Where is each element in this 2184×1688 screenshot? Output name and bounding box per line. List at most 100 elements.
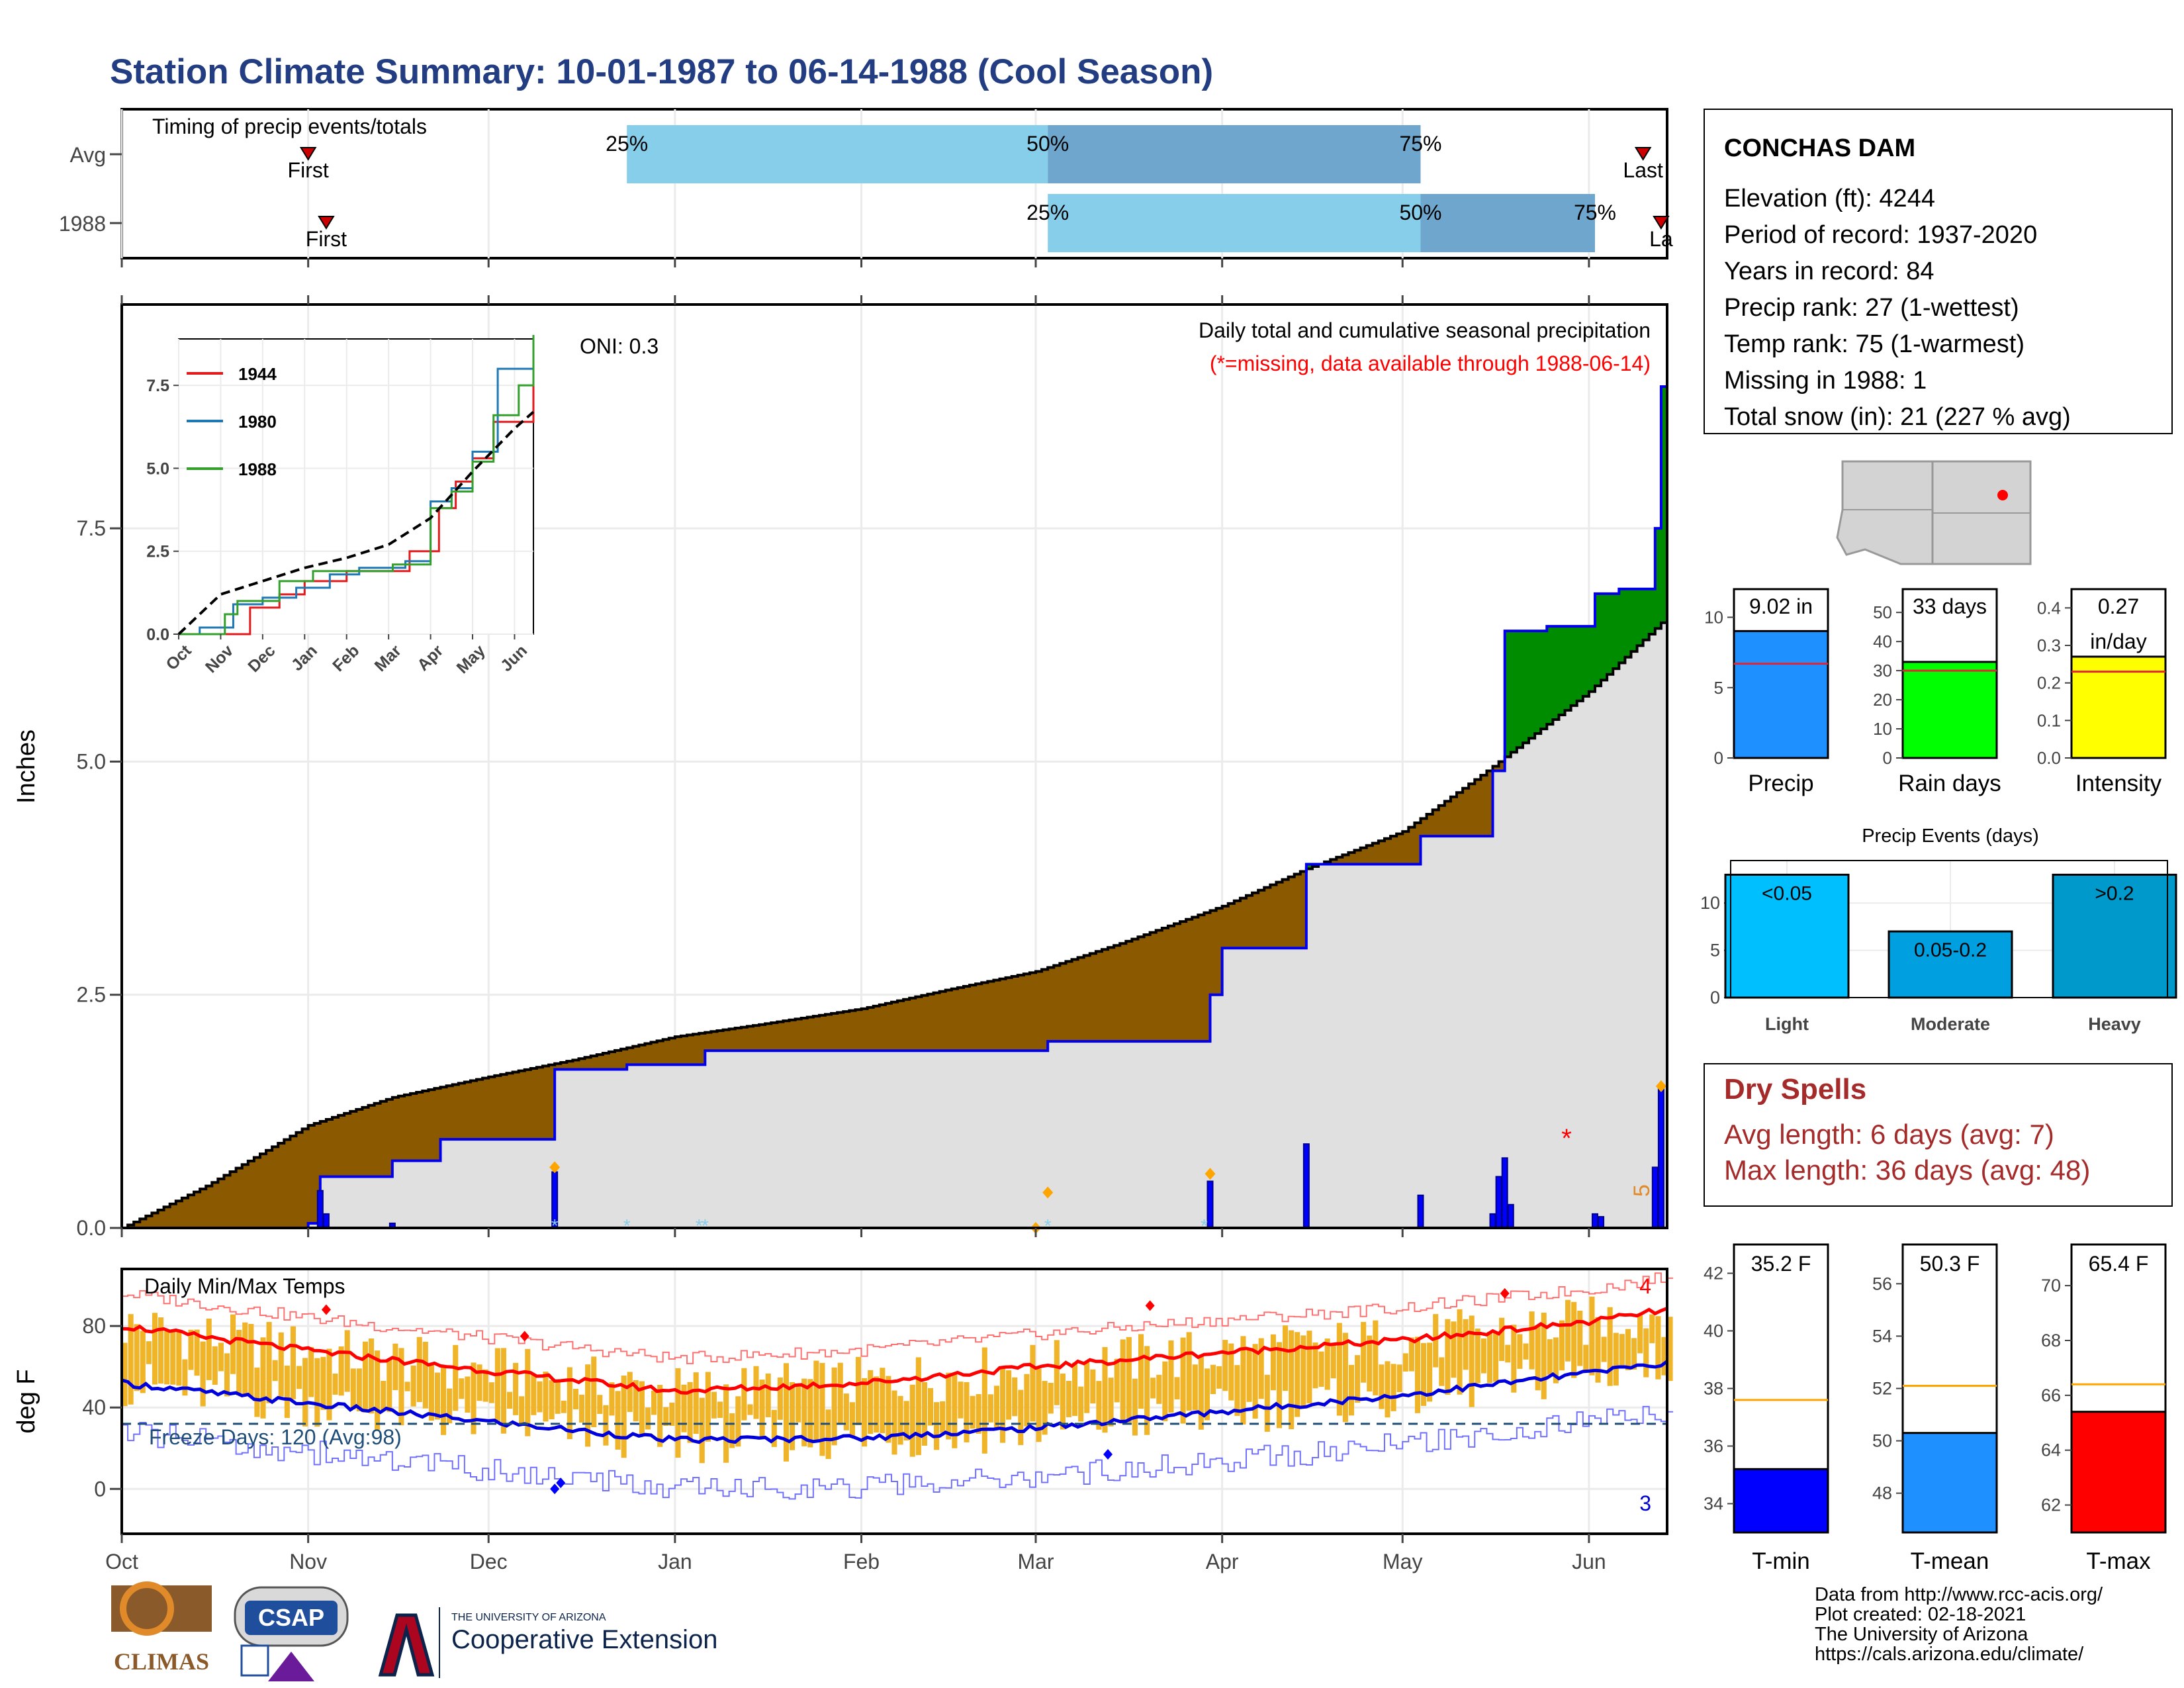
- timing-rows: 25% 50% 75% First Last 25% 50% 75% First La: [288, 125, 1673, 252]
- daily-precip-bar: [1501, 1157, 1508, 1229]
- legend-label-1980: 1980: [238, 412, 277, 432]
- temp-day-bar: [1433, 1314, 1439, 1368]
- month-tick-label: Nov: [289, 1550, 327, 1573]
- temp-y-tick-label: 80: [82, 1314, 106, 1338]
- temp-day-bar: [381, 1380, 387, 1411]
- temp-day-bar: [627, 1372, 633, 1413]
- temp-day-bar: [1222, 1340, 1228, 1391]
- temp-day-bar: [1060, 1374, 1066, 1430]
- credit-university: The University of Arizona: [1815, 1624, 2028, 1645]
- temp-day-bar: [176, 1332, 182, 1386]
- temp-day-bar: [579, 1394, 585, 1423]
- temp-day-bar: [218, 1342, 224, 1372]
- temp-day-bar: [735, 1396, 741, 1447]
- mini-bar-value: 33 days: [1913, 594, 1987, 618]
- temp-day-bar: [1649, 1314, 1655, 1344]
- precip-ylabel: Inches: [13, 729, 40, 804]
- daily-precip-bar: [322, 1213, 330, 1229]
- temp-summary-tick-label: 48: [1872, 1483, 1892, 1503]
- timing-pct-label: 75%: [1399, 132, 1441, 156]
- first-event-label: First: [288, 158, 329, 182]
- legend-label-1944: 1944: [238, 364, 277, 384]
- temp-summary-tick-label: 62: [2041, 1495, 2061, 1515]
- temp-day-bar: [290, 1326, 296, 1399]
- temp-day-bar: [1283, 1325, 1289, 1391]
- temp-day-bar: [1553, 1337, 1559, 1383]
- temp-day-bar: [266, 1322, 272, 1403]
- inset-y-tick-label: 0.0: [146, 626, 169, 644]
- temp-x-axis: Oct Nov Dec Jan Feb Mar Apr May Jun: [105, 1534, 1606, 1573]
- temp-day-bar: [796, 1383, 801, 1423]
- events-bar-light: [1724, 873, 1850, 999]
- events-bar-heavy: [2052, 873, 2177, 999]
- temp-day-bar: [428, 1365, 434, 1421]
- month-tick-label: Mar: [1017, 1550, 1054, 1573]
- temp-day-bar: [1066, 1381, 1072, 1417]
- temp-summary-tick-label: 54: [1872, 1326, 1892, 1346]
- dry-spells-title: Dry Spells: [1724, 1073, 1866, 1105]
- temp-day-bar: [1361, 1322, 1367, 1383]
- temp-day-bar: [314, 1358, 320, 1427]
- mini-bar-tick-label: 10: [1873, 719, 1892, 739]
- temp-day-bar: [1300, 1335, 1306, 1407]
- temp-day-bar: [410, 1365, 416, 1407]
- ua-small-text: THE UNIVERSITY OF ARIZONA: [451, 1612, 606, 1623]
- temp-summary-bar-t-min: [1733, 1468, 1829, 1534]
- temp-summary-tick-label: 56: [1872, 1274, 1892, 1293]
- record-precip-marker: [1205, 1168, 1216, 1180]
- avg-max-line: [121, 1307, 1668, 1395]
- temp-day-bar: [1006, 1370, 1012, 1420]
- temp-day-bar: [387, 1359, 392, 1412]
- temp-day-bar: [1637, 1313, 1643, 1354]
- temp-day-bar: [296, 1366, 302, 1389]
- temp-day-bar: [525, 1348, 531, 1436]
- temp-day-bar: [934, 1402, 940, 1450]
- temp-day-bar: [134, 1324, 140, 1391]
- temp-record-markers: [321, 1288, 1510, 1495]
- temp-day-bar: [248, 1324, 254, 1397]
- temp-day-bar: [477, 1364, 482, 1401]
- temp-summary-tick-label: 64: [2041, 1440, 2061, 1460]
- timing-bar-q1: [1048, 194, 1421, 252]
- temp-day-bar: [1030, 1344, 1036, 1422]
- temp-day-bar: [278, 1332, 284, 1397]
- mini-bar-tick-label: 5: [1714, 678, 1723, 698]
- last-event-label: La: [1649, 227, 1673, 251]
- mini-bar-label: Precip: [1748, 771, 1813, 796]
- temp-day-bar: [404, 1382, 410, 1391]
- temp-day-bar: [459, 1378, 465, 1399]
- daily-precip-bar: [1507, 1203, 1514, 1229]
- temp-day-bar: [1186, 1332, 1192, 1411]
- timing-panel: Timing of precip events/totals 25% 50% 75%…: [59, 108, 1673, 267]
- temp-record-marker: [1500, 1288, 1510, 1299]
- mini-bar-label: Rain days: [1898, 771, 2001, 796]
- temp-day-bar: [717, 1401, 723, 1419]
- temp-day-bar: [1138, 1334, 1144, 1409]
- record-min-count: 3: [1639, 1491, 1651, 1515]
- mini-bar-tick-label: 0.2: [2037, 673, 2061, 693]
- temp-day-bar: [350, 1368, 356, 1410]
- temp-day-bar: [874, 1376, 880, 1433]
- precip-y-tick-label: 7.5: [77, 516, 106, 540]
- mini-bar-tick-label: 50: [1873, 602, 1892, 622]
- avg-min-line: [121, 1360, 1668, 1444]
- temp-day-bar: [897, 1395, 903, 1445]
- temp-summary-tick-label: 70: [2041, 1276, 2061, 1295]
- precip-panel: * * ** * * 0.02.55.07.5 Inches ONI: 0.3 Dail…: [13, 295, 1668, 1240]
- dry-spells-max: Max length: 36 days (avg: 48): [1724, 1154, 2090, 1186]
- temp-day-bar: [188, 1329, 194, 1370]
- temp-day-bar: [759, 1380, 765, 1437]
- climas-logo: CLIMAS: [111, 1581, 212, 1675]
- station-period: Period of record: 1937-2020: [1724, 221, 2037, 249]
- temp-record-marker: [556, 1477, 566, 1489]
- temp-summary-bar-t-max: [2070, 1411, 2167, 1534]
- temp-day-bar: [1204, 1368, 1210, 1421]
- temp-day-bar: [488, 1382, 494, 1403]
- temp-day-bar: [1258, 1338, 1264, 1399]
- events-bar-inner-label: >0.2: [2095, 882, 2134, 904]
- temp-day-bar: [170, 1331, 176, 1385]
- temp-day-bar: [741, 1368, 747, 1421]
- temp-summary-value: 50.3 F: [1920, 1252, 1980, 1276]
- temp-record-marker: [520, 1331, 529, 1342]
- temp-day-bar: [1480, 1338, 1486, 1374]
